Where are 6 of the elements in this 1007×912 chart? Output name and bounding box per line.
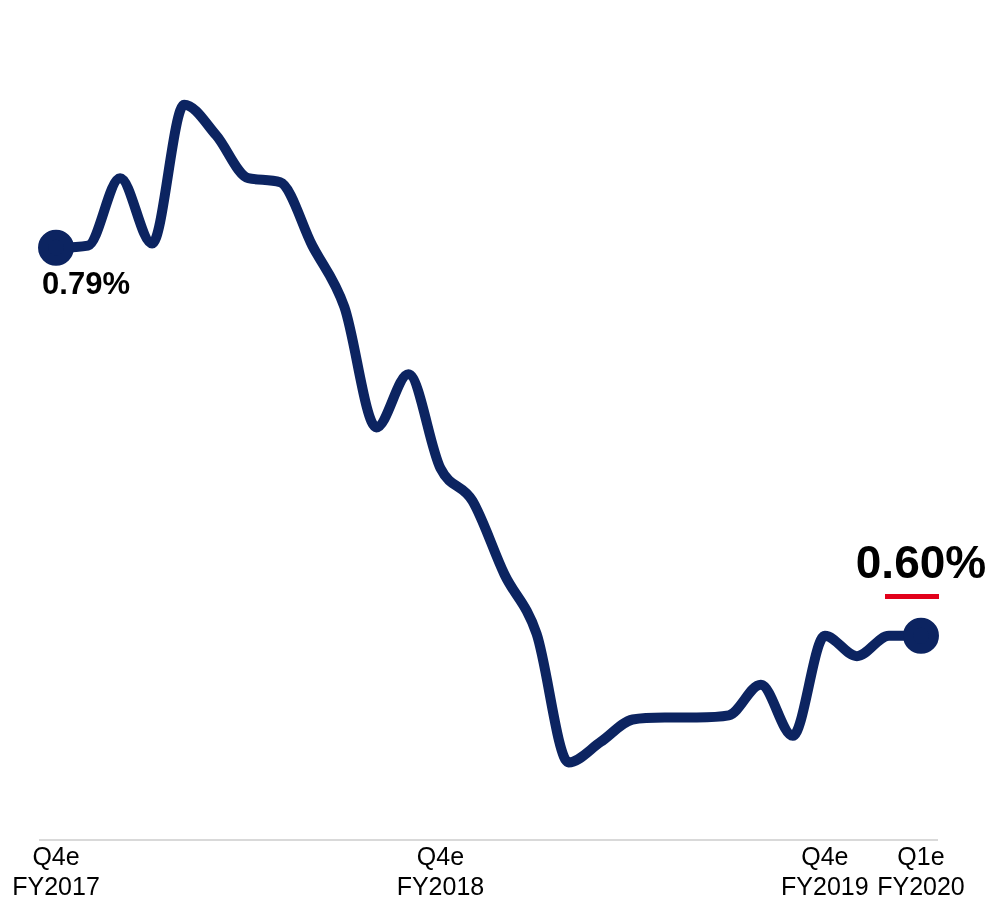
x-tick-label: Q4e FY2018 — [396, 841, 485, 900]
x-tick-label: Q4e FY2019 — [781, 841, 869, 900]
x-tick-label: Q1e FY2020 — [877, 841, 965, 900]
data-label: 0.60% — [855, 535, 987, 588]
data-label: 0.79% — [42, 265, 130, 301]
x-tick-label: Q4e FY2017 — [12, 841, 100, 900]
